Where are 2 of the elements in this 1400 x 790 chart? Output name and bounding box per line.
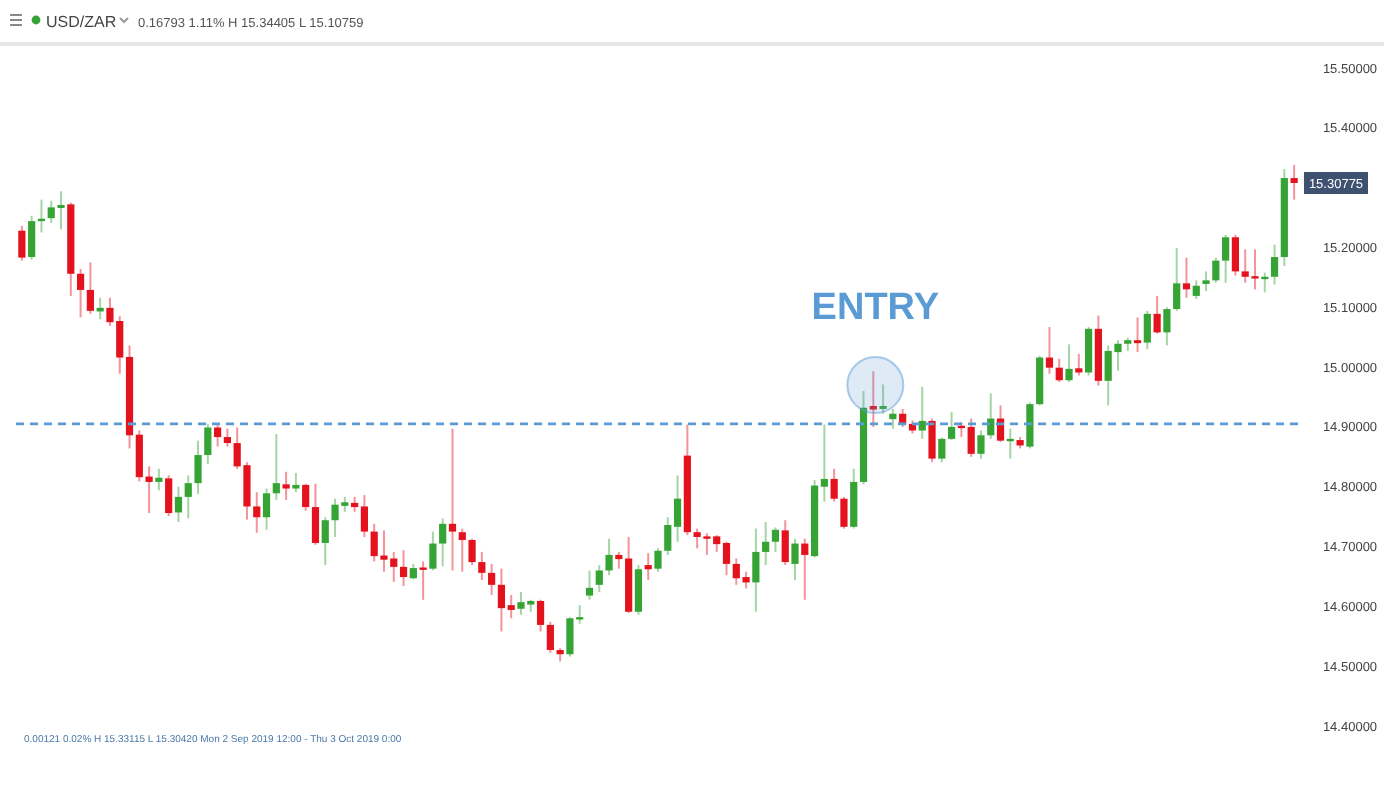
annotation: ENTRY xyxy=(811,287,940,330)
chart-title: USD/ZAR xyxy=(46,13,117,31)
